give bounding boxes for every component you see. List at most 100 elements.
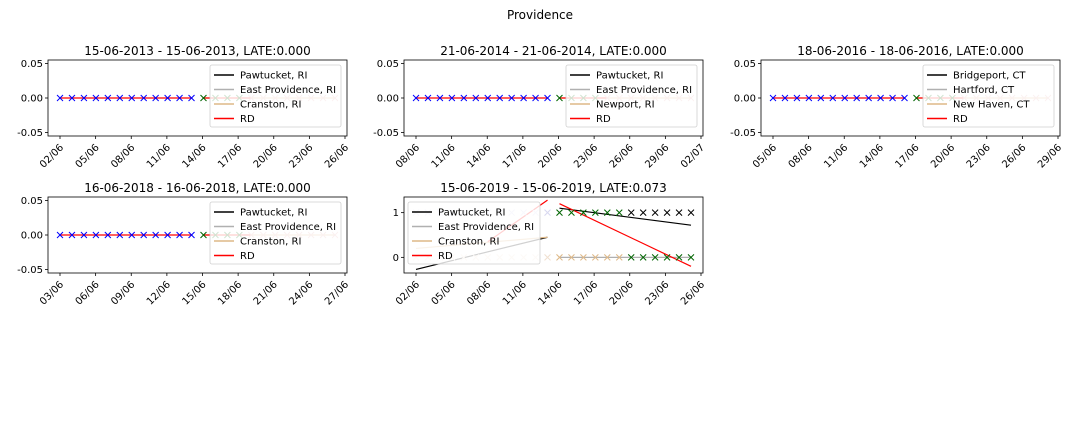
x-tick-label: 08/06 (787, 142, 815, 170)
data-point (68, 94, 76, 102)
data-point (817, 94, 825, 102)
x-tick-label: 06/06 (74, 279, 102, 307)
data-point (877, 94, 884, 102)
x-tick-label: 08/06 (109, 142, 137, 170)
x-tick-label: 27/06 (323, 279, 351, 307)
figure-suptitle: Providence (507, 8, 573, 22)
legend-label: RD (240, 251, 255, 262)
x-tick-label: 11/06 (430, 142, 458, 170)
subplot-title: 15-06-2013 - 15-06-2013, LATE:0.000 (84, 44, 311, 58)
data-point (508, 94, 516, 102)
legend-label: RD (596, 114, 611, 125)
data-point (56, 94, 64, 102)
data-point (615, 209, 623, 217)
x-tick-label: 02/06 (38, 142, 66, 170)
data-point (865, 94, 873, 102)
x-tick-label: 23/06 (287, 142, 315, 170)
data-point (853, 94, 861, 102)
data-point (913, 94, 920, 102)
data-point (591, 209, 599, 217)
data-point (496, 94, 504, 102)
data-point (603, 253, 611, 261)
x-tick-label: 11/06 (145, 142, 173, 170)
subplot-2: 21-06-2014 - 21-06-2014, LATE:0.000 0.05 0… (373, 44, 707, 171)
x-tick-label: 26/06 (1000, 142, 1028, 170)
data-point (104, 94, 112, 102)
x-tick-label: 08/06 (394, 142, 422, 170)
x-tick-label: 05/06 (751, 142, 779, 170)
x-tick-label: 11/06 (501, 279, 529, 307)
x-tick-label: 02/06 (394, 279, 422, 307)
data-point (188, 231, 195, 239)
x-tick-label: 18/06 (216, 279, 244, 307)
data-point (651, 253, 659, 261)
data-point (580, 253, 587, 261)
x-tick-label: 26/06 (323, 142, 351, 170)
y-tick-label: 0.00 (734, 94, 756, 105)
x-tick-label: 08/06 (465, 279, 493, 307)
legend-label: Pawtucket, RI (596, 71, 663, 82)
data-point (627, 209, 635, 217)
legend-label: Hartford, CT (953, 85, 1015, 96)
data-point (639, 209, 647, 217)
data-point (829, 94, 837, 102)
y-tick-label: 0.00 (21, 94, 43, 105)
x-tick-label: 26/06 (679, 279, 707, 307)
data-point (603, 209, 611, 217)
x-tick-label: 09/06 (109, 279, 137, 307)
y-tick-label: 0.05 (21, 196, 43, 207)
x-tick-label: 17/06 (893, 142, 921, 170)
data-point (568, 253, 575, 261)
data-point (556, 209, 563, 217)
legend-label: Newport, RI (596, 100, 655, 111)
subplot-grid: 15-06-2013 - 15-06-2013, LATE:0.000 0.05 0… (17, 44, 1064, 308)
data-point (639, 253, 647, 261)
legend-label: Pawtucket, RI (438, 208, 505, 219)
y-tick-label: -0.05 (17, 265, 43, 276)
data-point (687, 253, 695, 261)
data-point (92, 94, 100, 102)
data-point (80, 94, 88, 102)
x-tick-label: 29/06 (643, 142, 671, 170)
data-point (675, 253, 683, 261)
legend-label: Cranston, RI (240, 237, 301, 248)
x-tick-label: 14/06 (465, 142, 493, 170)
pawtucket-line-right (559, 207, 692, 226)
data-point (200, 231, 207, 239)
data-point (92, 231, 100, 239)
subplot-title: 16-06-2018 - 16-06-2018, LATE:0.000 (84, 181, 311, 195)
data-point (164, 94, 171, 102)
legend-label: RD (953, 114, 968, 125)
data-point (448, 94, 456, 102)
legend-label: Pawtucket, RI (240, 208, 307, 219)
x-tick-label: 20/06 (608, 279, 636, 307)
legend-box (565, 64, 698, 128)
data-point (675, 209, 683, 217)
data-point (176, 94, 183, 102)
subplot-title: 21-06-2014 - 21-06-2014, LATE:0.000 (440, 44, 667, 58)
x-tick-label: 14/06 (858, 142, 886, 170)
data-point (901, 94, 908, 102)
x-tick-label: 17/06 (216, 142, 244, 170)
x-tick-label: 03/06 (38, 279, 66, 307)
subplot-3: 18-06-2016 - 18-06-2016, LATE:0.000 0.05 0… (730, 44, 1064, 171)
data-point (128, 94, 136, 102)
data-point (140, 231, 148, 239)
data-point (128, 231, 136, 239)
legend-label: East Providence, RI (438, 222, 534, 233)
data-point (627, 253, 635, 261)
legend-label: East Providence, RI (240, 85, 336, 96)
data-point (532, 94, 539, 102)
data-point (200, 94, 207, 102)
data-point (556, 253, 563, 261)
x-tick-label: 02/07 (679, 142, 707, 170)
x-tick-label: 17/06 (572, 279, 600, 307)
legend-label: RD (240, 114, 255, 125)
data-point (781, 94, 789, 102)
data-point (544, 253, 551, 261)
data-point (805, 94, 813, 102)
x-tick-label: 05/06 (74, 142, 102, 170)
data-point (591, 253, 599, 261)
legend-label: Bridgeport, CT (953, 71, 1026, 82)
subplot-1: 15-06-2013 - 15-06-2013, LATE:0.000 0.05 0… (17, 44, 351, 171)
